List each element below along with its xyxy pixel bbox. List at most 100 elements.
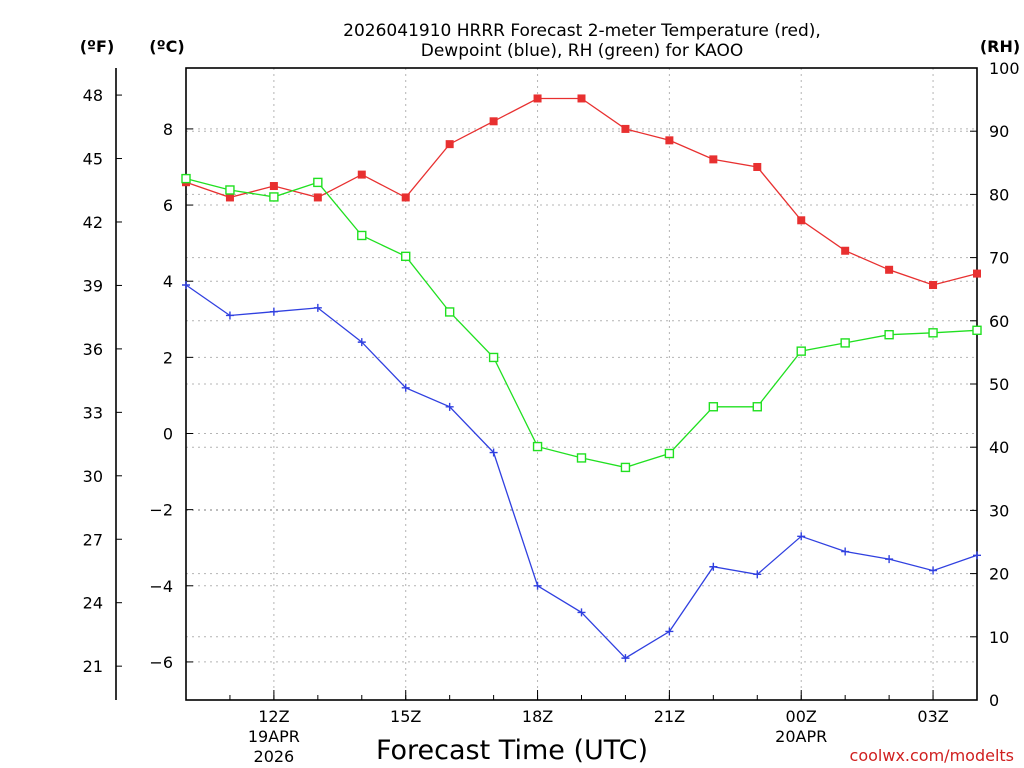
x-tick-label: 15Z (390, 707, 421, 726)
x-tick-label: 12Z (258, 707, 289, 726)
dewpoint-point (797, 532, 806, 541)
dewpoint-point (489, 448, 498, 457)
rh-point (357, 230, 367, 241)
x-tick-date-label: 19APR (248, 727, 300, 746)
x-tick-label: 03Z (917, 707, 948, 726)
y-tick-label-rh: 30 (989, 501, 1009, 520)
temperature-point (841, 246, 850, 255)
x-axis-title: Forecast Time (UTC) (376, 735, 648, 766)
y-tick-label-rh: 10 (989, 628, 1009, 647)
rh-point (884, 330, 894, 340)
x-tick-label: 00Z (786, 707, 817, 726)
y-tick-label-celsius: 8 (163, 120, 173, 139)
y-tick-label-rh: 70 (989, 249, 1009, 268)
y-tick-label-rh: 0 (989, 691, 999, 710)
y-tick-label-celsius: −4 (149, 577, 173, 596)
temperature-point (489, 117, 498, 126)
temperature-point (621, 124, 630, 133)
x-tick-date-label: 20APR (775, 727, 827, 746)
series-layer (181, 94, 982, 663)
y-tick-label-rh: 80 (989, 185, 1009, 204)
rh-line (185, 177, 978, 469)
temperature-point (225, 193, 234, 202)
rh-point (620, 462, 631, 473)
rh-point (488, 352, 499, 363)
y-tick-label-celsius: 6 (163, 196, 173, 215)
y-tick-label-rh: 100 (989, 59, 1020, 78)
y-tick-label-rh: 20 (989, 565, 1009, 584)
temperature-point (753, 162, 762, 171)
y-tick-label-fahrenheit: 33 (83, 403, 103, 422)
dewpoint-point (313, 303, 322, 312)
unit-label-rh: (RH) (980, 37, 1020, 56)
y-tick-label-fahrenheit: 27 (83, 530, 103, 549)
rh-point (225, 185, 235, 195)
y-tick-label-fahrenheit: 21 (83, 657, 103, 676)
y-tick-label-fahrenheit: 48 (83, 86, 103, 105)
rh-point (972, 325, 982, 335)
temperature-point (973, 269, 981, 278)
unit-label-fahrenheit: (ºF) (80, 37, 115, 56)
temperature-line (185, 97, 978, 286)
temperature-point (445, 140, 454, 149)
temperature-point (313, 193, 322, 202)
y-tick-label-celsius: −2 (149, 501, 173, 520)
y-tick-label-celsius: 0 (163, 424, 173, 443)
dewpoint-point (709, 562, 718, 571)
rh-point (269, 192, 279, 202)
temperature-point (269, 182, 278, 191)
y-tick-label-fahrenheit: 30 (83, 467, 103, 486)
dewpoint-point (973, 551, 981, 560)
rh-point (313, 177, 323, 188)
temperature-point (665, 136, 674, 145)
rh-point (796, 346, 806, 356)
temperature-point (797, 216, 806, 225)
chart-title-line1: 2026041910 HRRR Forecast 2-meter Tempera… (343, 21, 821, 41)
rh-point (928, 328, 938, 338)
grid-layer (186, 68, 977, 700)
rh-point (664, 448, 675, 459)
temperature-point (929, 281, 938, 290)
y-tick-label-fahrenheit: 36 (83, 340, 103, 359)
dewpoint-point (753, 570, 762, 579)
unit-label-celsius: (ºC) (149, 37, 184, 56)
dewpoint-point (225, 311, 234, 320)
chart-title-line2: Dewpoint (blue), RH (green) for KAOO (421, 41, 744, 61)
temperature-point (709, 155, 718, 164)
rh-point (532, 441, 543, 452)
rh-point (752, 402, 762, 412)
y-tick-label-rh: 60 (989, 312, 1009, 331)
dewpoint-point (621, 654, 630, 663)
dewpoint-point (401, 383, 410, 392)
y-tick-label-celsius: 2 (163, 348, 173, 367)
y-tick-label-rh: 90 (989, 122, 1009, 141)
dewpoint-point (577, 608, 586, 617)
temperature-point (357, 170, 366, 179)
dewpoint-point (841, 547, 850, 556)
y-tick-label-celsius: 4 (163, 272, 173, 291)
y-tick-label-fahrenheit: 45 (83, 150, 103, 169)
dewpoint-point (929, 566, 938, 575)
x-tick-year-label: 2026 (254, 747, 295, 766)
temperature-point (577, 94, 586, 103)
rh-point (576, 453, 587, 463)
y-tick-label-fahrenheit: 24 (83, 594, 103, 613)
y-tick-label-fahrenheit: 39 (83, 276, 103, 295)
rh-point (840, 338, 850, 348)
dewpoint-point (533, 581, 542, 590)
dewpoint-point (885, 555, 894, 564)
y-tick-label-celsius: −6 (149, 653, 173, 672)
dewpoint-point (357, 338, 366, 347)
y-tick-label-fahrenheit: 42 (83, 213, 103, 232)
dewpoint-point (182, 281, 190, 290)
dewpoint-point (665, 627, 674, 636)
dewpoint-point (269, 307, 278, 316)
temperature-point (401, 193, 410, 202)
rh-point (444, 307, 455, 317)
temperature-point (533, 94, 542, 103)
temperature-point (885, 265, 894, 274)
y-tick-label-rh: 50 (989, 375, 1009, 394)
rh-point (181, 173, 191, 184)
x-tick-label: 21Z (654, 707, 685, 726)
